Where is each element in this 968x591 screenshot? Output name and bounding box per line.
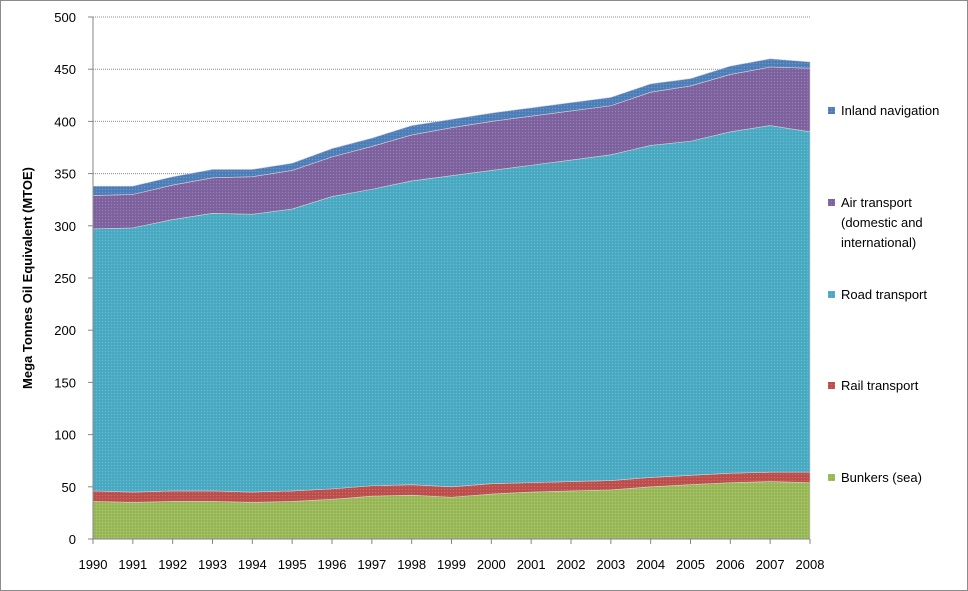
y-tick-label: 200 <box>54 323 76 338</box>
y-tick-label: 50 <box>62 480 76 495</box>
x-tick-label: 1992 <box>158 557 187 572</box>
x-tick-label: 2003 <box>596 557 625 572</box>
x-tick-label: 2002 <box>557 557 586 572</box>
legend-swatch <box>828 474 835 481</box>
x-tick-label: 2008 <box>796 557 825 572</box>
legend-label: (domestic and <box>841 215 923 230</box>
x-tick-label: 2001 <box>517 557 546 572</box>
legend-swatch <box>828 107 835 114</box>
y-tick-label: 300 <box>54 219 76 234</box>
x-tick-label: 1996 <box>318 557 347 572</box>
legend-label: Bunkers (sea) <box>841 470 922 485</box>
y-tick-label: 350 <box>54 167 76 182</box>
legend-swatch <box>828 199 835 206</box>
x-tick-label: 1998 <box>397 557 426 572</box>
y-tick-label: 450 <box>54 62 76 77</box>
legend-label: Rail transport <box>841 378 919 393</box>
area-inland <box>92 58 811 196</box>
x-tick-label: 1994 <box>238 557 267 572</box>
x-tick-label: 1990 <box>79 557 108 572</box>
x-tick-label: 2000 <box>477 557 506 572</box>
y-tick-label: 400 <box>54 114 76 129</box>
legend-swatch <box>828 382 835 389</box>
y-axis-title: Mega Tonnes Oil Equivalent (MTOE) <box>20 167 35 389</box>
legend-label: Air transport <box>841 195 912 210</box>
legend-label: international) <box>841 235 916 250</box>
y-tick-label: 100 <box>54 428 76 443</box>
x-tick-label: 1991 <box>118 557 147 572</box>
legend-label: Road transport <box>841 287 927 302</box>
legend-swatch <box>828 291 835 298</box>
legend-item: Air transport (domestic and international) <box>828 195 923 250</box>
y-tick-label: 500 <box>54 10 76 25</box>
y-tick-label: 150 <box>54 375 76 390</box>
axes: 0 50 100 150 200 250 300 350 400 450 500 1990 1991 19… <box>54 10 824 572</box>
x-tick-label: 1997 <box>357 557 386 572</box>
legend-item: Bunkers (sea) <box>828 470 922 485</box>
legend-item: Rail transport <box>828 378 919 393</box>
x-tick-label: 1995 <box>278 557 307 572</box>
legend: Inland navigation Air transport (domestic … <box>828 103 939 485</box>
x-tick-label: 1999 <box>437 557 466 572</box>
x-tick-label: 2007 <box>756 557 785 572</box>
areas <box>92 58 811 540</box>
y-tick-label: 250 <box>54 271 76 286</box>
x-tick-label: 2005 <box>676 557 705 572</box>
legend-item: Road transport <box>828 287 927 302</box>
legend-item: Inland navigation <box>828 103 939 118</box>
x-tick-label: 1993 <box>198 557 227 572</box>
x-tick-label: 2006 <box>716 557 745 572</box>
legend-label: Inland navigation <box>841 103 939 118</box>
x-tick-label: 2004 <box>636 557 665 572</box>
y-tick-label: 0 <box>69 532 76 547</box>
